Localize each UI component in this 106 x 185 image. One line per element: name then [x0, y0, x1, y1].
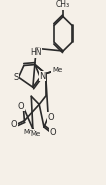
Text: HN: HN [30, 48, 42, 57]
Text: Me: Me [30, 131, 41, 137]
Text: O: O [18, 102, 24, 111]
Text: S: S [13, 73, 19, 82]
Text: CH₃: CH₃ [56, 0, 70, 9]
Text: N: N [39, 72, 46, 81]
Text: Me: Me [52, 67, 62, 73]
Text: O: O [11, 120, 17, 129]
Text: Me: Me [52, 67, 62, 73]
Text: Me: Me [24, 130, 34, 135]
Text: O: O [50, 128, 56, 137]
Text: O: O [47, 113, 54, 122]
